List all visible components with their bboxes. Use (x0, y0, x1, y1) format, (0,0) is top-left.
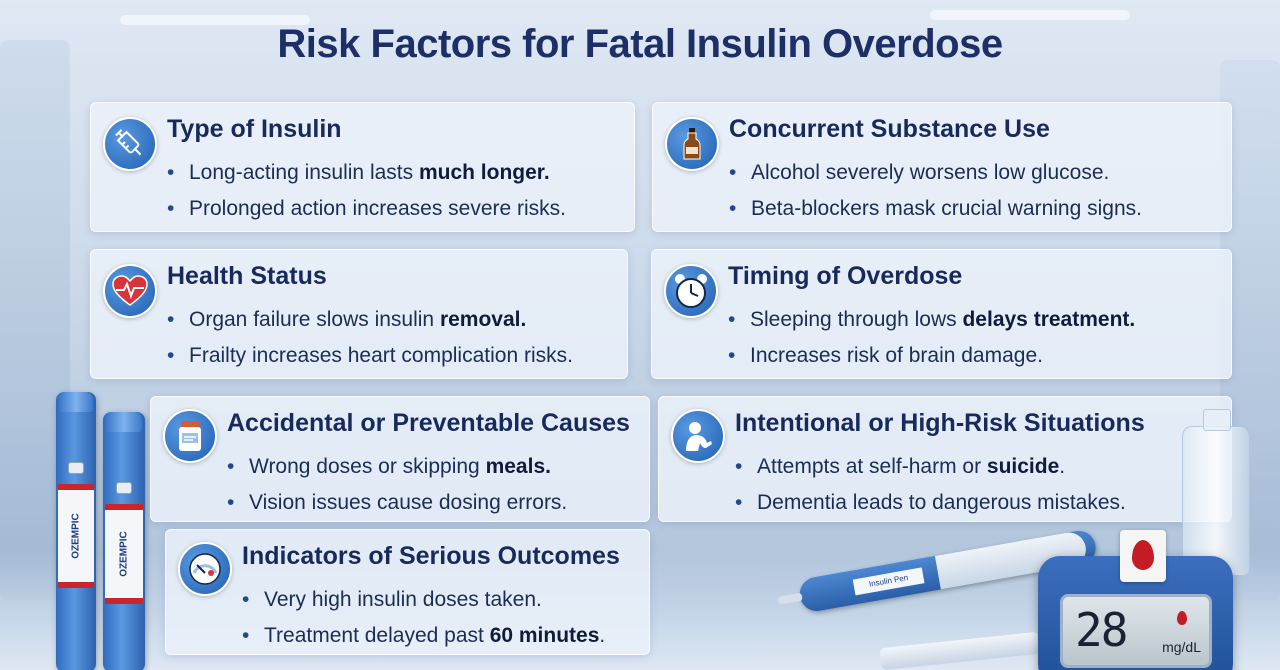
pen-cap (106, 412, 142, 432)
bullet-list: • Very high insulin doses taken. • Treatme… (242, 582, 605, 654)
card-concurrent-substance-use: Concurrent Substance Use • Alcohol severe… (652, 102, 1232, 232)
insulin-pen-illustration: OZEMPIC (103, 412, 145, 670)
glucose-unit: mg/dL (1162, 639, 1201, 655)
list-item: • Dementia leads to dangerous mistakes. (735, 491, 1126, 514)
ceiling-light (120, 15, 310, 25)
bottle-neck (1203, 409, 1231, 431)
card-heading: Accidental or Preventable Causes (227, 409, 630, 437)
blood-drop-icon (1177, 611, 1187, 625)
card-heading: Type of Insulin (167, 115, 342, 143)
glucose-meter: 28 mg/dL (1038, 556, 1233, 670)
card-heading: Timing of Overdose (728, 262, 963, 290)
bullet-list: • Attempts at self-harm or suicide. • Deme… (735, 449, 1126, 521)
card-type-of-insulin: Type of Insulin • Long-acting insulin las… (90, 102, 635, 232)
bullet-list: • Alcohol severely worsens low glucose. •… (729, 155, 1142, 227)
gauge-icon (178, 542, 232, 596)
card-timing-of-overdose: Timing of Overdose • Sleeping through low… (651, 249, 1232, 379)
alarm-clock-icon (664, 264, 718, 318)
bullet-list: • Long-acting insulin lasts much longer. … (167, 155, 566, 227)
list-item: • Vision issues cause dosing errors. (227, 491, 568, 514)
person-distress-icon (671, 409, 725, 463)
blood-drop-icon (1132, 540, 1154, 570)
list-item: • Treatment delayed past 60 minutes. (242, 624, 606, 647)
card-heading: Health Status (167, 262, 327, 290)
list-item: • Long-acting insulin lasts much longer. (167, 161, 550, 184)
glucose-meter-screen: 28 mg/dL (1060, 594, 1212, 668)
glucose-reading: 28 (1075, 603, 1128, 657)
list-item: • Increases risk of brain damage. (728, 344, 1043, 367)
card-heading: Intentional or High-Risk Situations (735, 409, 1145, 437)
bullet-list: • Sleeping through lows delays treatment.… (728, 302, 1135, 374)
card-accidental-causes: Accidental or Preventable Causes • Wrong … (150, 396, 650, 522)
test-strip (1120, 530, 1166, 582)
pill-bottle-icon (163, 409, 217, 463)
card-heading: Indicators of Serious Outcomes (242, 542, 620, 570)
heart-icon (103, 264, 157, 318)
glass-bottle-illustration (1182, 409, 1250, 576)
list-item: • Organ failure slows insulin removal. (167, 308, 527, 331)
list-item: • Wrong doses or skipping meals. (227, 455, 551, 478)
list-item: • Prolonged action increases severe risks… (167, 197, 567, 220)
syringe-icon (103, 117, 157, 171)
ceiling-light (930, 10, 1130, 20)
list-item: • Sleeping through lows delays treatment. (728, 308, 1136, 331)
bullet-list: • Organ failure slows insulin removal. • F… (167, 302, 573, 374)
pen-cap (59, 392, 93, 412)
card-intentional-situations: Intentional or High-Risk Situations • Att… (658, 396, 1232, 522)
bottle-icon (665, 117, 719, 171)
list-item: • Very high insulin doses taken. (242, 588, 542, 611)
page-title: Risk Factors for Fatal Insulin Overdose (277, 22, 1003, 66)
pen-dial (116, 482, 132, 494)
bullet-list: • Wrong doses or skipping meals. • Vision … (227, 449, 567, 521)
insulin-pen-illustration: OZEMPIC (56, 392, 96, 670)
card-heading: Concurrent Substance Use (729, 115, 1050, 143)
list-item: • Attempts at self-harm or suicide. (735, 455, 1066, 478)
card-health-status: Health Status • Organ failure slows insul… (90, 249, 628, 379)
pen-dial (68, 462, 84, 474)
list-item: • Frailty increases heart complication ri… (167, 344, 573, 367)
pen-label: OZEMPIC (105, 504, 143, 604)
list-item: • Beta-blockers mask crucial warning sign… (729, 197, 1142, 220)
pen-label: Insulin Pen (852, 567, 925, 596)
list-item: • Alcohol severely worsens low glucose. (729, 161, 1110, 184)
pen-label: OZEMPIC (58, 484, 94, 588)
card-serious-outcomes: Indicators of Serious Outcomes • Very hig… (165, 529, 650, 655)
